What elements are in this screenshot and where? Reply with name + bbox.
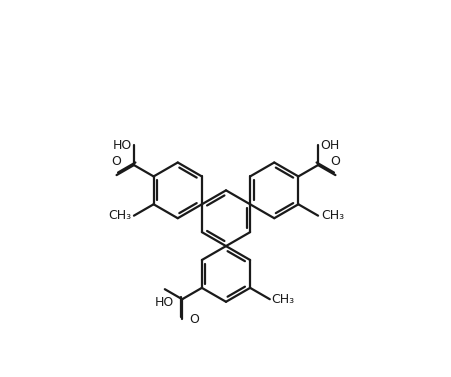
Text: O: O [330, 155, 340, 169]
Text: CH₃: CH₃ [320, 209, 343, 222]
Text: HO: HO [155, 296, 174, 309]
Text: OH: OH [319, 138, 338, 152]
Text: O: O [111, 155, 121, 169]
Text: CH₃: CH₃ [108, 209, 131, 222]
Text: HO: HO [113, 138, 132, 152]
Text: O: O [189, 313, 198, 326]
Text: CH₃: CH₃ [271, 293, 294, 306]
